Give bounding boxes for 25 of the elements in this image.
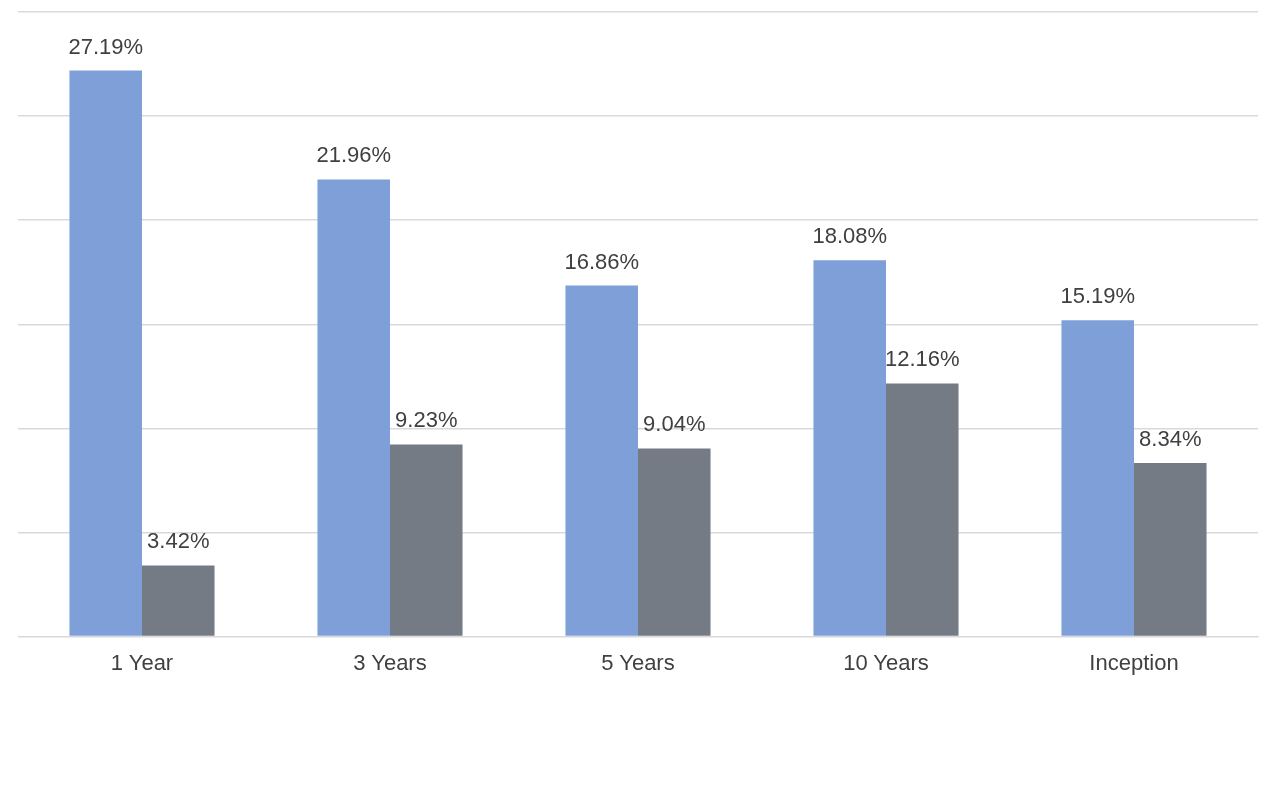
- data-label: 16.86%: [564, 248, 640, 274]
- x-tick-label: 10 Years: [843, 649, 929, 675]
- data-label: 21.96%: [316, 142, 392, 168]
- x-tick-label: 5 Years: [601, 649, 675, 675]
- bar: [638, 448, 711, 636]
- bar: [565, 285, 638, 636]
- x-tick-label: 3 Years: [353, 649, 427, 675]
- bar: [1134, 462, 1207, 636]
- bar: [69, 70, 142, 636]
- data-label: 12.16%: [884, 346, 960, 372]
- data-label: 15.19%: [1060, 283, 1136, 309]
- bar: [1061, 320, 1134, 636]
- data-label: 18.08%: [812, 223, 888, 249]
- data-label: 9.04%: [643, 411, 706, 437]
- bar: [813, 260, 886, 636]
- data-label: 9.23%: [395, 407, 458, 433]
- bar: [886, 383, 959, 636]
- bar: [390, 444, 463, 636]
- data-label: 3.42%: [147, 528, 210, 554]
- bar: [142, 565, 215, 636]
- data-label: 27.19%: [68, 33, 144, 59]
- x-tick-label: 1 Year: [110, 649, 174, 675]
- x-tick-label: Inception: [1089, 649, 1179, 675]
- data-label: 8.34%: [1139, 426, 1202, 452]
- bar: [317, 179, 390, 636]
